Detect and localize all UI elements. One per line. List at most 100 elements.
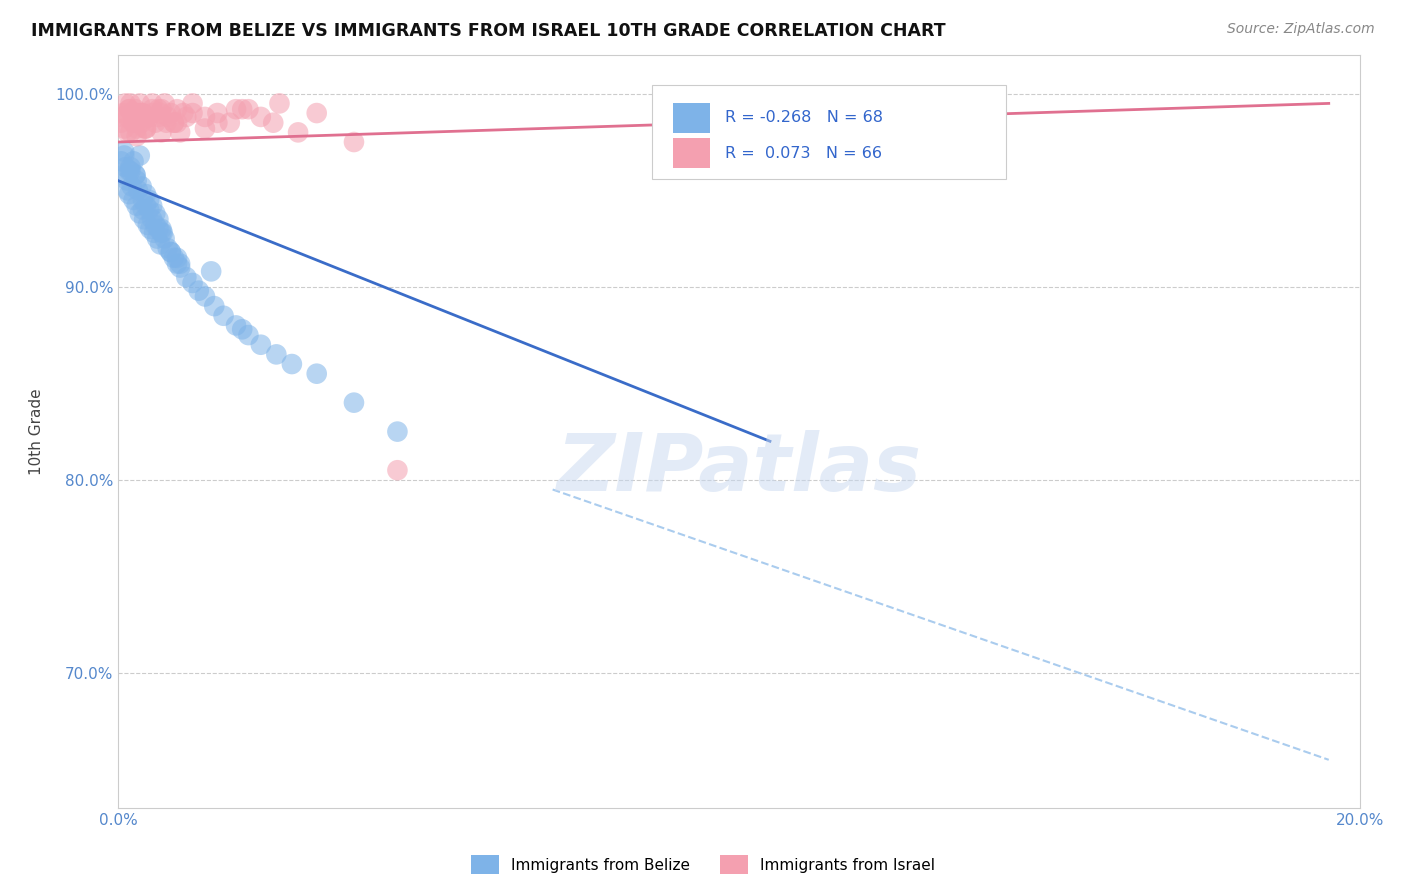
Point bbox=[287, 125, 309, 139]
Point bbox=[131, 116, 153, 130]
Point bbox=[194, 289, 217, 303]
Point bbox=[231, 322, 253, 336]
Point bbox=[131, 179, 153, 194]
Point bbox=[122, 154, 145, 169]
Point bbox=[120, 125, 142, 139]
Point bbox=[138, 202, 160, 217]
Point bbox=[118, 102, 141, 116]
Point bbox=[146, 231, 169, 245]
Point bbox=[143, 226, 166, 240]
Point bbox=[250, 110, 273, 124]
Point bbox=[121, 106, 143, 120]
Point bbox=[131, 106, 153, 120]
Point bbox=[207, 116, 229, 130]
Point bbox=[159, 245, 181, 260]
Point bbox=[153, 231, 176, 245]
Point bbox=[141, 102, 163, 116]
Point bbox=[110, 116, 132, 130]
Point bbox=[218, 116, 240, 130]
Point bbox=[343, 395, 366, 409]
Point bbox=[125, 173, 148, 187]
Point bbox=[124, 116, 146, 130]
Point bbox=[124, 102, 146, 116]
Legend: Immigrants from Belize, Immigrants from Israel: Immigrants from Belize, Immigrants from … bbox=[465, 849, 941, 880]
Point bbox=[125, 129, 148, 144]
Point bbox=[153, 96, 176, 111]
Point bbox=[135, 121, 157, 136]
Point bbox=[132, 193, 155, 207]
Point bbox=[118, 102, 141, 116]
Point bbox=[148, 222, 170, 236]
Point bbox=[166, 257, 188, 271]
Text: ZIPatlas: ZIPatlas bbox=[557, 430, 921, 508]
FancyBboxPatch shape bbox=[673, 138, 710, 168]
Point bbox=[181, 106, 204, 120]
Point bbox=[132, 202, 155, 217]
FancyBboxPatch shape bbox=[673, 103, 710, 133]
Point bbox=[117, 173, 139, 187]
Point bbox=[128, 206, 150, 220]
Point bbox=[143, 116, 166, 130]
Point bbox=[149, 106, 172, 120]
Point bbox=[128, 106, 150, 120]
Point bbox=[148, 102, 170, 116]
Point bbox=[387, 425, 409, 439]
Point bbox=[212, 309, 235, 323]
Point bbox=[128, 96, 150, 111]
Point bbox=[166, 102, 188, 116]
Point bbox=[124, 168, 146, 182]
Point bbox=[143, 206, 166, 220]
Text: R =  0.073   N = 66: R = 0.073 N = 66 bbox=[725, 145, 882, 161]
Point bbox=[148, 212, 170, 227]
Point bbox=[156, 110, 179, 124]
Point bbox=[181, 96, 204, 111]
Point bbox=[110, 154, 132, 169]
Point bbox=[139, 222, 162, 236]
Point bbox=[135, 199, 157, 213]
Point bbox=[250, 337, 273, 351]
Text: Source: ZipAtlas.com: Source: ZipAtlas.com bbox=[1227, 22, 1375, 37]
Point bbox=[200, 264, 222, 278]
Point bbox=[166, 251, 188, 265]
Point bbox=[150, 226, 173, 240]
Point bbox=[387, 463, 409, 477]
Point bbox=[122, 193, 145, 207]
Point bbox=[281, 357, 304, 371]
Point bbox=[194, 121, 217, 136]
Point bbox=[127, 183, 149, 197]
Y-axis label: 10th Grade: 10th Grade bbox=[30, 388, 44, 475]
Point bbox=[141, 212, 163, 227]
Point bbox=[120, 96, 142, 111]
Point bbox=[120, 160, 142, 174]
Point bbox=[305, 367, 328, 381]
Point bbox=[132, 121, 155, 136]
Point bbox=[132, 212, 155, 227]
Point bbox=[111, 110, 134, 124]
Point bbox=[143, 218, 166, 232]
Point bbox=[262, 116, 284, 130]
Point bbox=[117, 183, 139, 197]
Text: IMMIGRANTS FROM BELIZE VS IMMIGRANTS FROM ISRAEL 10TH GRADE CORRELATION CHART: IMMIGRANTS FROM BELIZE VS IMMIGRANTS FRO… bbox=[31, 22, 946, 40]
Point bbox=[343, 135, 366, 149]
Point bbox=[112, 148, 135, 162]
Point bbox=[176, 110, 198, 124]
Point bbox=[163, 251, 186, 265]
Point bbox=[163, 116, 186, 130]
Point bbox=[150, 222, 173, 236]
Point bbox=[231, 102, 253, 116]
Point bbox=[121, 179, 143, 194]
Text: R = -0.268   N = 68: R = -0.268 N = 68 bbox=[725, 110, 883, 125]
Point bbox=[138, 110, 160, 124]
Point bbox=[152, 226, 174, 240]
Point bbox=[150, 125, 173, 139]
Point bbox=[127, 110, 149, 124]
Point bbox=[136, 218, 159, 232]
Point bbox=[118, 187, 141, 202]
Point bbox=[238, 102, 260, 116]
Point bbox=[166, 116, 188, 130]
Point bbox=[120, 164, 142, 178]
Point bbox=[207, 106, 229, 120]
Point bbox=[122, 116, 145, 130]
Point bbox=[169, 257, 191, 271]
Point bbox=[150, 102, 173, 116]
